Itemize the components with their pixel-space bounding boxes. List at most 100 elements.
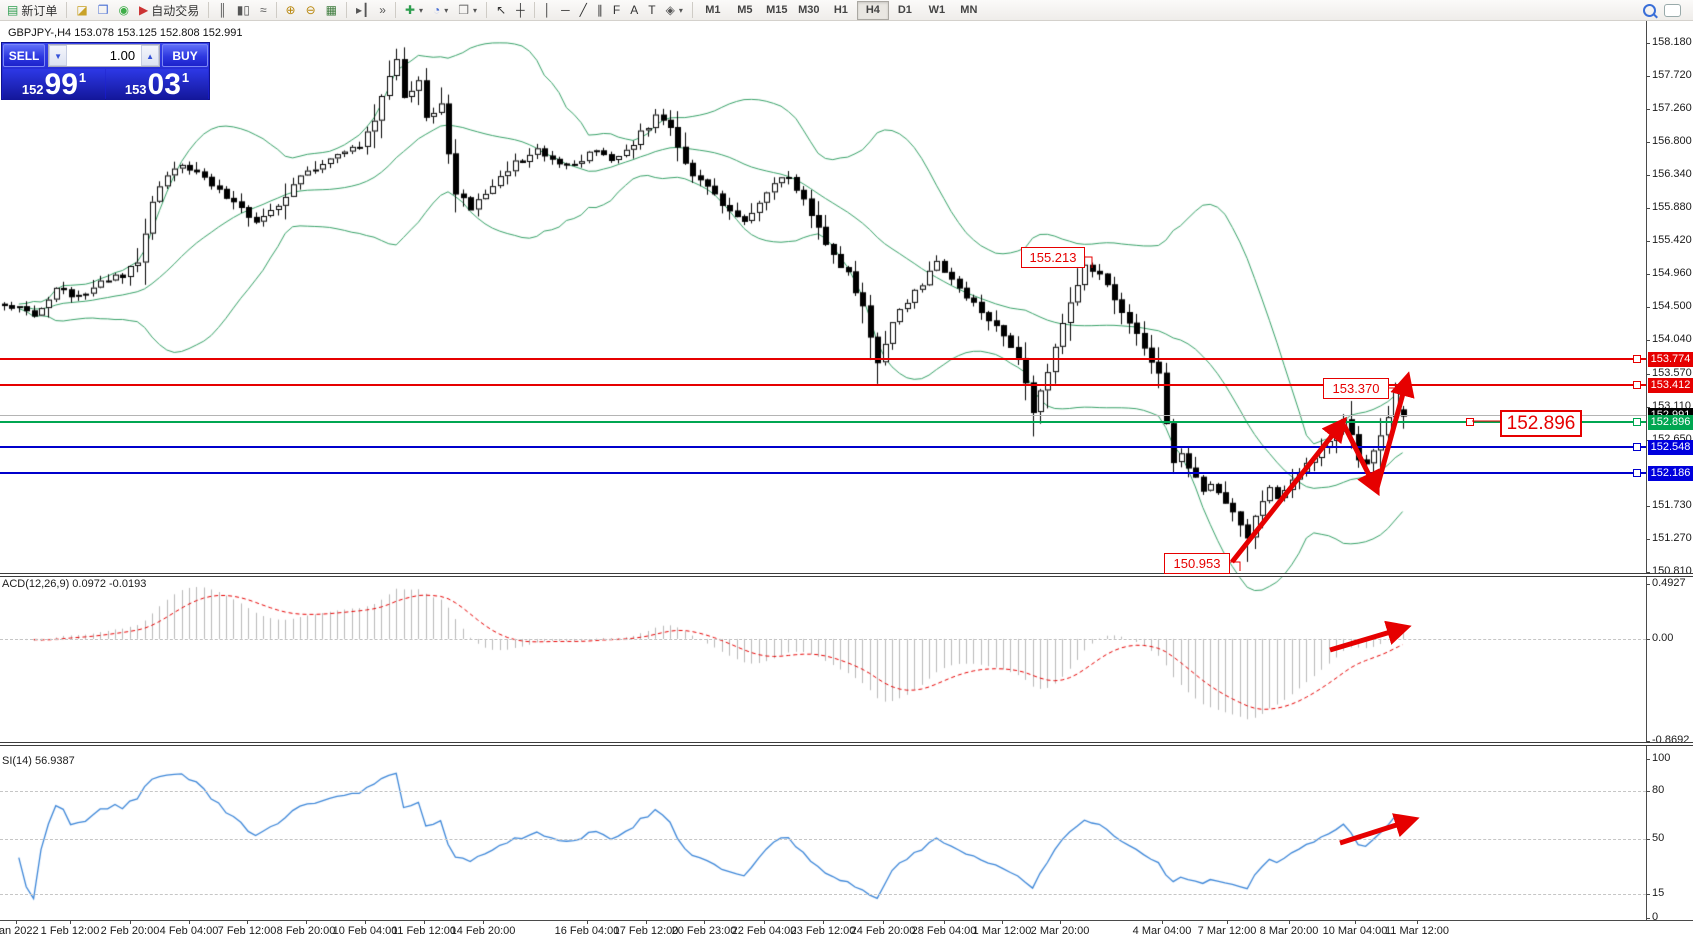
time-tick-mark: [70, 920, 71, 924]
trend-arrow-up-1[interactable]: [1230, 416, 1347, 564]
time-tick-label: 10 Mar 04:00: [1322, 925, 1388, 937]
macd-tick-label: 0.4927: [1652, 577, 1686, 589]
price-badge-153.412: 153.412: [1648, 378, 1693, 393]
chart-window-button[interactable]: ❒: [93, 0, 114, 21]
candlestick-chart-button[interactable]: ▮▯: [232, 0, 255, 21]
template-button[interactable]: ❒ ▾: [453, 0, 482, 21]
sell-button[interactable]: SELL: [3, 44, 46, 67]
time-tick-label: 28 Feb 04:00: [911, 925, 977, 937]
horizontal-line-152.896[interactable]: [0, 421, 1646, 423]
buy-price[interactable]: 153 03 1: [106, 69, 208, 100]
signal-button[interactable]: ◉: [113, 0, 133, 21]
timeframe-m15-button[interactable]: M15: [766, 3, 788, 16]
horizontal-line-152.548[interactable]: [0, 446, 1646, 448]
price-label-150953[interactable]: 150.953: [1164, 553, 1230, 574]
autotrade-button[interactable]: ▶ 自动交易: [134, 0, 204, 21]
macd-arrow[interactable]: [1329, 620, 1412, 653]
chart-shift-button[interactable]: ▸┃: [351, 0, 374, 21]
time-tick-label: 16 Feb 04:00: [554, 925, 620, 937]
crosshair-button[interactable]: ┼: [511, 0, 530, 21]
time-tick-mark: [1355, 920, 1356, 924]
timeframe-m1-button[interactable]: M1: [705, 3, 721, 16]
auto-scroll-button[interactable]: »: [374, 0, 391, 21]
signal-icon: ◉: [118, 2, 129, 17]
price-tick-label: 151.270: [1652, 532, 1692, 544]
price-label-153370[interactable]: 153.370: [1323, 378, 1389, 399]
time-tick-label: 7 Feb 12:00: [217, 925, 277, 937]
line-anchor-square: [1633, 443, 1641, 451]
rsi-arrow[interactable]: [1339, 813, 1420, 846]
price-tick-label: 156.340: [1652, 168, 1692, 180]
horizontal-line-153.412[interactable]: [0, 384, 1646, 386]
rsi-tick-label: 15: [1652, 887, 1665, 899]
time-tick-label: Jan 2022: [0, 925, 39, 937]
fibonacci-button[interactable]: F: [608, 0, 625, 21]
buy-button[interactable]: BUY: [162, 44, 208, 67]
timeframe-w1-button[interactable]: W1: [928, 3, 946, 16]
volume-down-button[interactable]: ▼: [49, 45, 68, 66]
zoom-in-button[interactable]: ⊕: [281, 0, 301, 21]
horizontal-line-152.186[interactable]: [0, 472, 1646, 474]
bar-chart-icon: ║: [218, 2, 227, 17]
chat-icon[interactable]: 1: [1664, 3, 1681, 17]
label-anchor-square: [1466, 418, 1474, 426]
pane-splitter-rsi[interactable]: [0, 742, 1693, 746]
timeframe-m5-button[interactable]: M5: [737, 3, 753, 16]
time-tick-mark: [130, 920, 131, 924]
rsi-tick-label: 100: [1652, 752, 1671, 764]
pane-splitter-macd[interactable]: [0, 573, 1693, 577]
text-label-button[interactable]: T: [643, 0, 660, 21]
tile-windows-button[interactable]: ▦: [321, 0, 342, 21]
price-tick-mark: [1646, 208, 1650, 209]
horizontal-line-153.774[interactable]: [0, 358, 1646, 360]
price-tick-label: 153.570: [1652, 367, 1692, 379]
trendline-button[interactable]: ╱: [575, 0, 592, 21]
tile-windows-icon: ▦: [325, 2, 337, 17]
cursor-button[interactable]: ↖: [491, 0, 511, 21]
arrows-icon: ◈: [665, 2, 675, 17]
horizontal-line-button[interactable]: ─: [556, 0, 575, 21]
buy-price-small: 153: [124, 82, 147, 97]
equidistant-channel-button[interactable]: ∥: [592, 0, 608, 21]
eraser-button[interactable]: ◪: [71, 0, 92, 21]
timeframe-m30-button[interactable]: M30: [798, 3, 820, 16]
horizontal-line-icon: ─: [561, 2, 570, 17]
rsi-tick-label: 0: [1652, 911, 1659, 923]
buy-price-big: 03: [147, 68, 181, 101]
price-label-155213[interactable]: 155.213: [1021, 247, 1085, 268]
trend-arrow-up-2[interactable]: [1374, 371, 1415, 489]
time-tick-label: 2 Feb 20:00: [100, 925, 160, 937]
sell-price[interactable]: 152 99 1: [3, 69, 105, 100]
price-tick-label: 157.720: [1652, 69, 1692, 81]
new-order-button[interactable]: ▤ 新订单: [2, 0, 62, 21]
symbol-ohlc-header: GBPJPY-,H4 153.078 153.125 152.808 152.9…: [8, 27, 243, 39]
timeframe-h4-button[interactable]: H4: [856, 0, 889, 20]
price-label-152896[interactable]: 152.896: [1500, 410, 1582, 437]
add-indicator-button[interactable]: ✚ ▾: [400, 0, 428, 21]
rsi-tick-mark: [1646, 839, 1650, 840]
line-anchor-square: [1633, 355, 1641, 363]
vertical-line-button[interactable]: │: [539, 0, 557, 21]
price-tick-label: 154.960: [1652, 267, 1692, 279]
zoom-out-button[interactable]: ⊖: [301, 0, 321, 21]
toolbar-separator: [275, 2, 277, 18]
timeframe-mn-button[interactable]: MN: [960, 3, 978, 16]
line-chart-button[interactable]: ≈: [255, 0, 272, 21]
timeframe-d1-button[interactable]: D1: [897, 3, 912, 16]
candlestick-chart-canvas[interactable]: [0, 21, 1693, 943]
search-icon[interactable]: [1643, 3, 1656, 17]
template-icon: ❒: [458, 2, 470, 17]
period-button[interactable]: ◔ ▾: [428, 0, 453, 21]
arrows-button[interactable]: ◈ ▾: [661, 0, 688, 21]
time-tick-label: 1 Feb 12:00: [40, 925, 100, 937]
bar-chart-button[interactable]: ║: [213, 0, 232, 21]
chevron-down-icon: ▾: [473, 5, 478, 15]
timeframe-h1-button[interactable]: H1: [833, 3, 848, 16]
volume-input[interactable]: 1.00: [109, 48, 136, 63]
trend-arrow-down[interactable]: [1341, 423, 1380, 497]
rsi-tick-mark: [1646, 759, 1650, 760]
volume-up-button[interactable]: ▲: [141, 45, 160, 66]
text-button[interactable]: A: [625, 0, 643, 21]
drawing-objects-overlay: [1083, 256, 1500, 846]
chart-area: GBPJPY-,H4 153.078 153.125 152.808 152.9…: [0, 21, 1693, 943]
